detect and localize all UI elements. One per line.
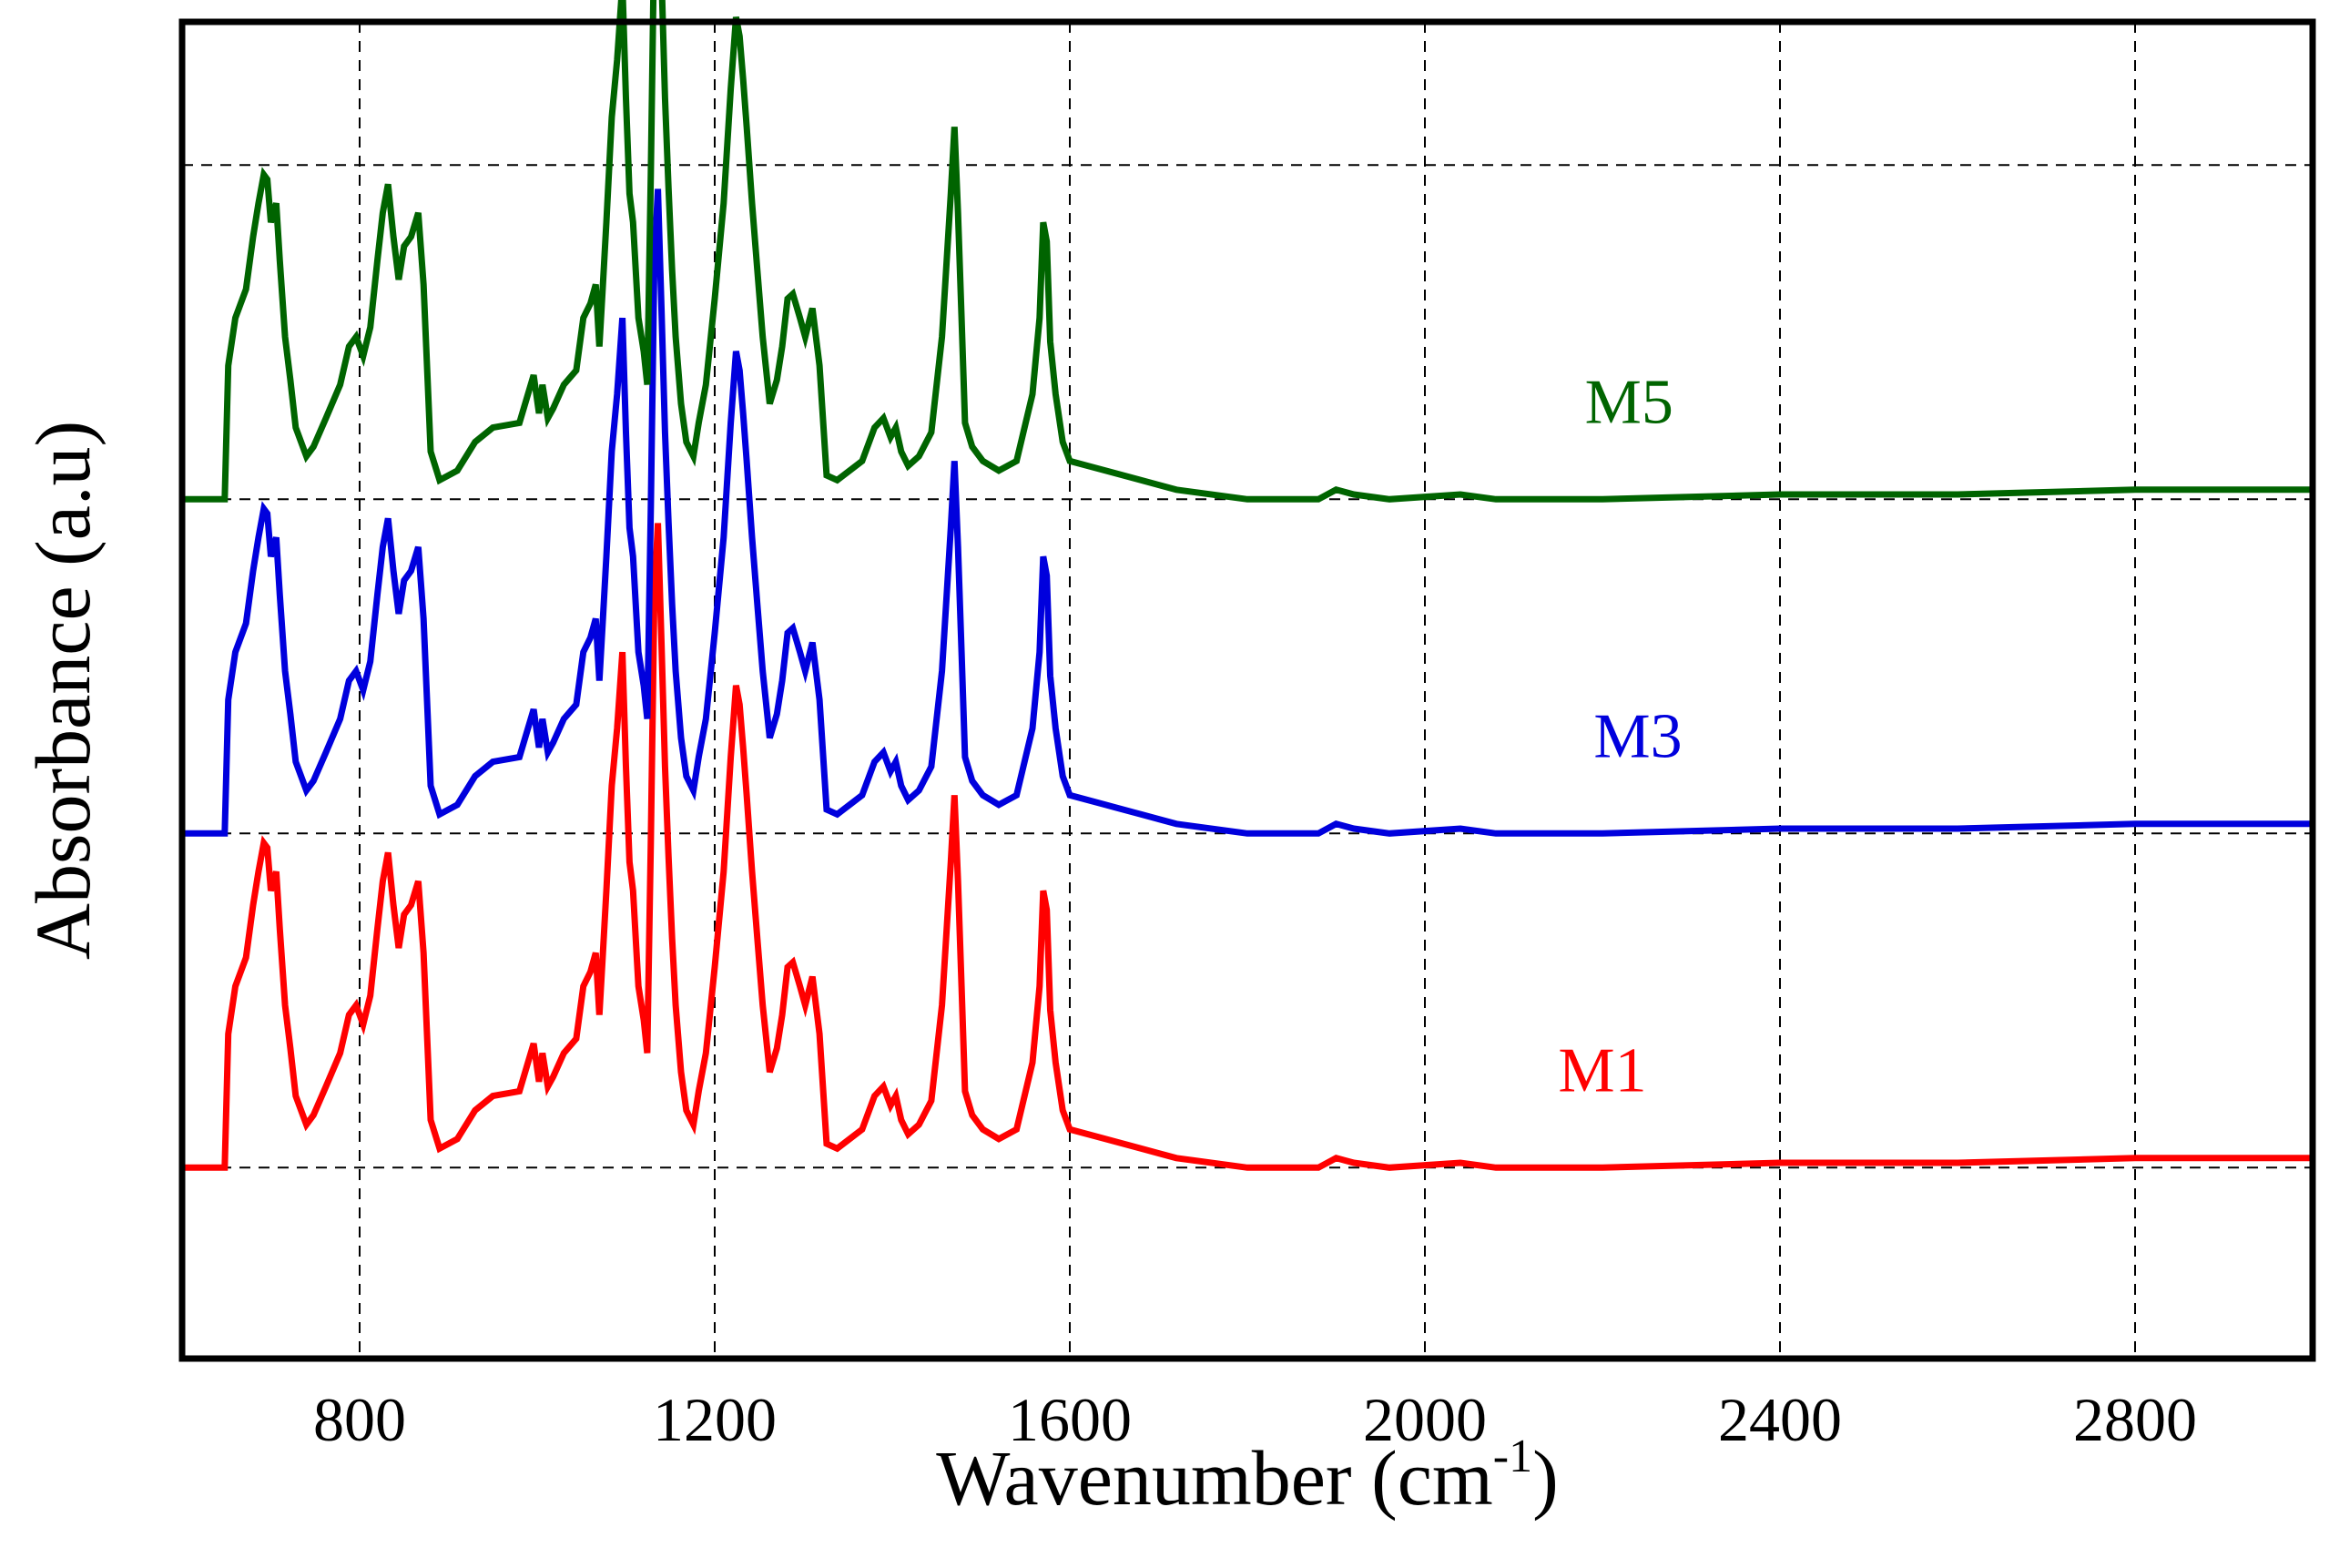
- series-line-m3: [182, 188, 2313, 837]
- x-tick-label-1200: 1200: [653, 1385, 777, 1454]
- x-tick-label-2800: 2800: [2073, 1385, 2197, 1454]
- x-axis-title-superscript: -1: [1493, 1431, 1532, 1482]
- series-label-m1: M1: [1558, 1035, 1646, 1105]
- y-axis-title: Absorbance (a.u): [19, 421, 107, 960]
- x-axis-title: Wavenumber (cm-1): [936, 1431, 1559, 1522]
- x-tick-labels: 800 1200 1600 2000 2400 2800: [313, 1385, 2197, 1454]
- series-labels: M1 M3 M5: [1558, 367, 1682, 1105]
- x-tick-label-2400: 2400: [1718, 1385, 1842, 1454]
- x-tick-label-2000: 2000: [1363, 1385, 1487, 1454]
- x-tick-label-800: 800: [313, 1385, 406, 1454]
- series-label-m3: M3: [1593, 701, 1682, 771]
- series-line-m5: [182, 0, 2313, 503]
- series-label-m5: M5: [1585, 367, 1673, 437]
- x-axis-title-suffix: ): [1532, 1434, 1559, 1522]
- x-tick-label-1600: 1600: [1008, 1385, 1132, 1454]
- series-line-m1: [182, 523, 2313, 1171]
- plot-frame: [178, 18, 2316, 1362]
- spectra: [182, 0, 2313, 1171]
- grid-lines: [182, 22, 2313, 1359]
